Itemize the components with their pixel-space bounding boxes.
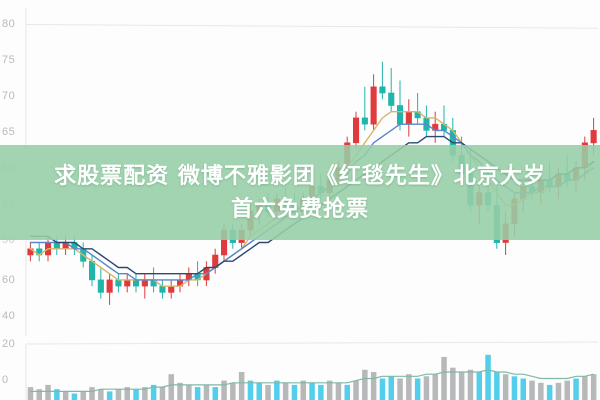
promo-banner-overlay: 求股票配资 微博不雅影团《红毯先生》北京大岁 首六免费抢票: [0, 145, 600, 240]
price-axis-tick: 70: [2, 90, 16, 102]
price-axis-tick: 65: [2, 126, 16, 138]
price-axis-tick: 60: [2, 274, 16, 286]
price-axis-tick: 40: [2, 310, 16, 322]
promo-banner-line-1: 求股票配资 微博不雅影团《红毯先生》北京大岁: [54, 163, 546, 189]
price-axis-tick: 80: [2, 18, 16, 30]
price-axis-tick: 75: [2, 54, 16, 66]
volume-axis-tick: 0: [2, 374, 9, 386]
volume-axis-tick: 20: [2, 338, 16, 350]
promo-banner-line-2: 首六免费抢票: [230, 196, 369, 222]
